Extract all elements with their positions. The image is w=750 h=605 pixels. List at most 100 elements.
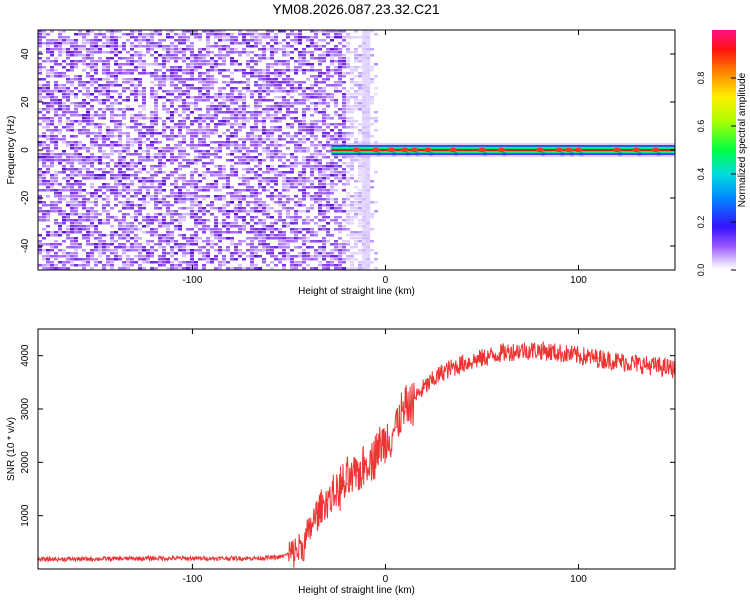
noise-cell bbox=[178, 96, 182, 99]
noise-cell bbox=[102, 156, 106, 159]
noise-cell bbox=[222, 33, 226, 36]
noise-cell bbox=[98, 108, 102, 111]
noise-cell bbox=[142, 261, 146, 264]
noise-cell bbox=[294, 150, 298, 153]
noise-cell bbox=[42, 183, 46, 186]
noise-cell bbox=[114, 60, 118, 63]
noise-cell bbox=[374, 252, 378, 255]
noise-cell bbox=[130, 72, 134, 75]
noise-cell bbox=[282, 180, 286, 183]
noise-cell bbox=[186, 213, 190, 216]
noise-cell bbox=[122, 252, 126, 255]
noise-cell bbox=[310, 129, 314, 132]
noise-cell bbox=[178, 264, 182, 267]
noise-cell bbox=[222, 141, 226, 144]
noise-cell bbox=[122, 237, 126, 240]
noise-cell bbox=[198, 159, 202, 162]
noise-cell bbox=[354, 126, 358, 129]
noise-cell bbox=[274, 48, 278, 51]
noise-cell bbox=[234, 231, 238, 234]
noise-cell bbox=[282, 249, 286, 252]
snr-data-point bbox=[616, 360, 618, 362]
noise-cell bbox=[106, 42, 110, 45]
noise-cell bbox=[330, 75, 334, 78]
noise-cell bbox=[86, 150, 90, 153]
noise-cell bbox=[370, 69, 374, 72]
noise-cell bbox=[166, 60, 170, 63]
noise-cell bbox=[282, 156, 286, 159]
noise-cell bbox=[238, 117, 242, 120]
noise-cell bbox=[90, 42, 94, 45]
noise-cell bbox=[254, 36, 258, 39]
noise-cell bbox=[346, 108, 350, 111]
noise-cell bbox=[110, 135, 114, 138]
noise-cell bbox=[102, 114, 106, 117]
noise-cell bbox=[194, 150, 198, 153]
noise-cell bbox=[194, 129, 198, 132]
noise-cell bbox=[282, 231, 286, 234]
noise-cell bbox=[342, 39, 346, 42]
noise-cell bbox=[174, 168, 178, 171]
noise-cell bbox=[62, 249, 66, 252]
noise-cell bbox=[106, 84, 110, 87]
noise-cell bbox=[234, 114, 238, 117]
noise-cell bbox=[182, 219, 186, 222]
noise-cell bbox=[226, 153, 230, 156]
noise-cell bbox=[222, 105, 226, 108]
noise-cell bbox=[354, 159, 358, 162]
noise-cell bbox=[242, 183, 246, 186]
noise-cell bbox=[114, 84, 118, 87]
noise-cell bbox=[170, 57, 174, 60]
noise-cell bbox=[126, 192, 130, 195]
noise-cell bbox=[98, 234, 102, 237]
noise-cell bbox=[78, 78, 82, 81]
noise-cell bbox=[318, 81, 322, 84]
noise-cell bbox=[46, 45, 50, 48]
noise-cell bbox=[254, 126, 258, 129]
noise-cell bbox=[346, 90, 350, 93]
noise-cell bbox=[186, 198, 190, 201]
noise-cell bbox=[162, 213, 166, 216]
noise-cell bbox=[78, 231, 82, 234]
noise-cell bbox=[294, 216, 298, 219]
noise-cell bbox=[370, 30, 374, 33]
noise-cell bbox=[282, 78, 286, 81]
noise-cell bbox=[262, 69, 266, 72]
noise-cell bbox=[158, 117, 162, 120]
noise-cell bbox=[194, 243, 198, 246]
noise-cell bbox=[266, 63, 270, 66]
noise-cell bbox=[230, 60, 234, 63]
noise-cell bbox=[202, 57, 206, 60]
noise-cell bbox=[150, 186, 154, 189]
noise-cell bbox=[294, 66, 298, 69]
noise-cell bbox=[302, 138, 306, 141]
noise-cell bbox=[286, 225, 290, 228]
noise-cell bbox=[190, 177, 194, 180]
snr-data-point bbox=[210, 557, 213, 560]
noise-cell bbox=[82, 216, 86, 219]
noise-cell bbox=[110, 249, 114, 252]
noise-cell bbox=[278, 117, 282, 120]
noise-cell bbox=[86, 48, 90, 51]
noise-cell bbox=[278, 192, 282, 195]
noise-cell bbox=[46, 51, 50, 54]
noise-cell bbox=[290, 138, 294, 141]
noise-cell bbox=[242, 195, 246, 198]
noise-cell bbox=[242, 228, 246, 231]
noise-cell bbox=[162, 153, 166, 156]
noise-cell bbox=[310, 144, 314, 147]
noise-cell bbox=[370, 78, 374, 81]
noise-cell bbox=[286, 222, 290, 225]
noise-cell bbox=[374, 171, 378, 174]
noise-cell bbox=[262, 213, 266, 216]
noise-cell bbox=[150, 234, 154, 237]
noise-cell bbox=[78, 228, 82, 231]
noise-cell bbox=[106, 36, 110, 39]
noise-cell bbox=[310, 30, 314, 33]
noise-cell bbox=[314, 48, 318, 51]
noise-cell bbox=[286, 183, 290, 186]
noise-cell bbox=[278, 156, 282, 159]
noise-cell bbox=[210, 96, 214, 99]
noise-cell bbox=[178, 186, 182, 189]
noise-cell bbox=[102, 153, 106, 156]
